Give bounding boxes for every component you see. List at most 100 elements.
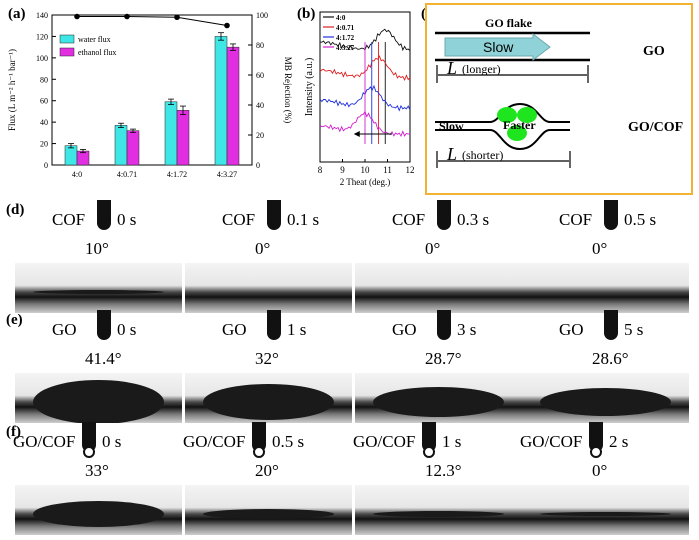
y-right-tick-label: 20: [256, 131, 264, 140]
x-tick-label: 4:0.71: [117, 170, 137, 179]
contact-angle-label: 41.4°: [85, 349, 122, 368]
time-label: 0 s: [117, 210, 137, 229]
y-right-axis-label: MB Rejection (%): [283, 57, 293, 124]
rejection-point: [124, 13, 130, 20]
y-right-tick-label: 80: [256, 41, 264, 50]
contact-angle-label: 20°: [255, 461, 279, 480]
contact-angle-label: 10°: [85, 239, 109, 258]
y-tick-label: 120: [36, 32, 48, 41]
l-longer-text: (longer): [462, 62, 501, 76]
l-shorter-symbol: L: [446, 144, 457, 164]
slow-arrow: [444, 32, 551, 62]
droplet-photo: [185, 485, 352, 535]
contact-angle-label: 12.3°: [425, 461, 462, 480]
time-label: 5 s: [624, 320, 644, 339]
droplet-photo: [185, 263, 352, 313]
rejection-point: [74, 13, 80, 20]
y-axis-label: Flux (L m⁻² h⁻¹ bar⁻¹): [7, 49, 17, 131]
pendant-drop: [83, 446, 95, 458]
x-tick-label: 4:0: [72, 170, 82, 179]
legend-swatch: [59, 47, 75, 57]
pendant-drop: [590, 446, 602, 458]
droplet: [33, 380, 164, 423]
time-label: 3 s: [457, 320, 477, 339]
sample-label: COF: [559, 210, 593, 229]
droplet: [203, 509, 334, 519]
cof-particle: [497, 107, 517, 123]
flux-rejection-chart: 0 20 40 60 80 100 120 140 0 20 40 60 80 100 4:0 4:0.71 4…: [7, 11, 293, 179]
row-letter: (f): [6, 424, 21, 440]
y-right-tick-label: 100: [256, 11, 268, 20]
time-label: 0.5 s: [624, 210, 657, 229]
pendant-drop: [253, 446, 265, 458]
needle: [267, 310, 281, 340]
sample-label: GO: [392, 320, 417, 339]
x-tick-label: 11: [383, 165, 392, 175]
x-tick-label: 9: [340, 165, 345, 175]
sample-label: GO: [222, 320, 247, 339]
droplet-photo: [522, 263, 689, 313]
go-cof-flake-top: [435, 102, 570, 123]
bar-water-flux: [214, 36, 228, 166]
needle: [267, 200, 281, 230]
rejection-point: [224, 22, 230, 29]
bar-ethanol-flux: [126, 130, 140, 166]
y-tick-label: 80: [40, 75, 48, 84]
xrd-chart: 8 9 10 11 12 4:0 4:0.71 4:1.72 4:3.27 2 Theat (de…: [304, 11, 415, 187]
x-axis-label: 2 Theat (deg.): [340, 177, 391, 187]
rejection-line: [77, 16, 228, 26]
droplet-photo: [185, 373, 352, 423]
bar-water-flux: [64, 145, 78, 166]
legend-swatch: [59, 34, 75, 44]
sample-label: COF: [52, 210, 86, 229]
rejection-point: [174, 14, 180, 21]
legend-label: water flux: [78, 35, 111, 44]
time-label: 1 s: [442, 432, 462, 451]
needle: [589, 422, 603, 452]
needle: [437, 310, 451, 340]
contact-angle-label: 32°: [255, 349, 279, 368]
droplet: [33, 501, 164, 527]
needle: [97, 200, 111, 230]
droplet: [540, 512, 671, 516]
legend-label: 4:0.71: [336, 24, 355, 32]
droplet-photo: [522, 485, 689, 535]
cof-particle: [507, 125, 527, 141]
droplet: [373, 387, 504, 417]
time-label: 2 s: [609, 432, 629, 451]
needle: [604, 310, 618, 340]
y-tick-label: 140: [36, 11, 48, 20]
y-tick-label: 0: [44, 161, 48, 170]
sample-label: GO: [52, 320, 77, 339]
needle: [82, 422, 96, 452]
y-tick-label: 100: [36, 54, 48, 63]
l-longer-symbol: L: [446, 58, 457, 78]
y-tick-label: 20: [40, 140, 48, 149]
needle: [437, 200, 451, 230]
legend-label: 4:3.27: [336, 44, 355, 52]
droplet-photo: [15, 373, 182, 423]
bar-ethanol-flux: [226, 46, 240, 166]
contact-angle-label: 0°: [255, 239, 271, 258]
panel-letter-b: (b): [297, 6, 316, 22]
contact-angle-label: 33°: [85, 461, 109, 480]
y-axis-label: Intensity (a.u.): [304, 58, 315, 117]
needle: [422, 422, 436, 452]
legend-label: 4:1.72: [336, 34, 355, 42]
y-tick-label: 60: [40, 97, 48, 106]
legend-label: 4:0: [336, 14, 346, 22]
time-label: 0.5 s: [272, 432, 305, 451]
l-shorter-text: (shorter): [462, 148, 503, 162]
x-tick-label: 12: [406, 165, 415, 175]
time-label: 0 s: [117, 320, 137, 339]
panel-letter-a: (a): [8, 6, 26, 22]
y-right-tick-label: 0: [256, 161, 260, 170]
x-tick-label: 10: [361, 165, 371, 175]
droplet-photo: [355, 263, 522, 313]
contact-angle-label: 0°: [425, 239, 441, 258]
diagram-frame: [425, 3, 693, 195]
time-label: 0.3 s: [457, 210, 490, 229]
y-tick-label: 40: [40, 118, 48, 127]
time-label: 0 s: [102, 432, 122, 451]
slow-label: Slow: [483, 39, 514, 55]
